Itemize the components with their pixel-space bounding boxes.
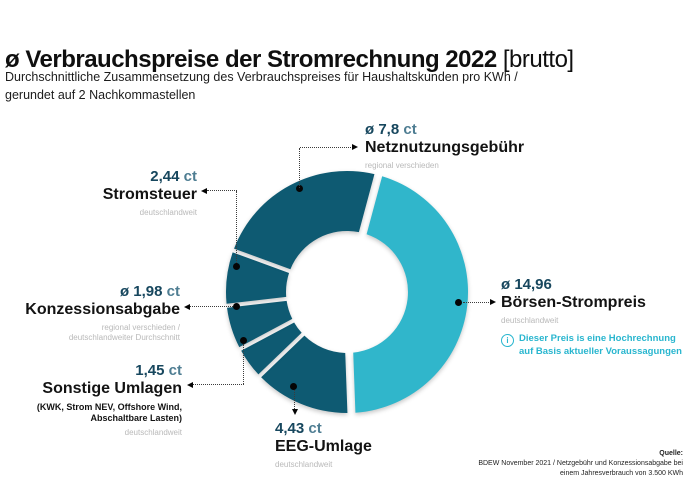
callout-netznutzungsgebuehr: ø 7,8 ct Netznutzungsgebühr regional ver… — [365, 121, 524, 171]
page-subtitle-line2: gerundet auf 2 Nachkommastellen — [5, 88, 196, 103]
page-subtitle-line1: Durchschnittliche Zusammensetzung des Ve… — [5, 70, 518, 84]
page-title: ø Verbrauchspreise der Stromrechnung 202… — [5, 46, 574, 74]
netznutzungsgebuehr-arrow-icon — [352, 144, 358, 150]
sonstige-umlagen-connector-v — [243, 344, 244, 384]
sonstige-umlagen-label: Sonstige Umlagen — [42, 380, 182, 398]
boersen-strompreis-note-text: Dieser Preis is eine Hochrechnung auf Ba… — [519, 333, 682, 357]
callout-eeg-umlage: 4,43 ct EEG-Umlage deutschlandweit — [275, 420, 372, 470]
donut-chart — [225, 170, 469, 414]
netznutzungsgebuehr-connector-v — [299, 148, 300, 188]
konzessionsabgabe-value: ø 1,98 ct — [119, 283, 180, 300]
source-line2: einem Jahresverbrauch von 3.500 KWh — [560, 470, 683, 478]
stromsteuer-arrow-icon — [201, 187, 207, 194]
callout-stromsteuer: 2,44 ct Stromsteuer deutschlandweit — [103, 168, 197, 218]
boersen-strompreis-note: i Dieser Preis is eine Hochrechnung auf … — [501, 333, 682, 358]
konzessionsabgabe-arrow-icon — [184, 303, 190, 310]
sonstige-umlagen-value: 1,45 ct — [135, 362, 182, 379]
sonstige-umlagen-connector-h — [193, 384, 244, 385]
page-title-suffix: [brutto] — [502, 46, 574, 74]
stromsteuer-connector-v — [236, 191, 237, 263]
stromsteuer-scope: deutschlandweit — [139, 207, 197, 217]
eeg-umlage-scope: deutschlandweit — [275, 459, 333, 469]
netznutzungsgebuehr-connector-h — [300, 147, 351, 148]
donut-segment-eeg-umlage — [261, 335, 348, 414]
donut-segment-konzessionsabgabe — [227, 300, 293, 348]
netznutzungsgebuehr-anchor-dot — [296, 185, 303, 192]
callout-konzessionsabgabe: ø 1,98 ct Konzessionsabgabe regional ver… — [25, 283, 180, 344]
callout-sonstige-umlagen: 1,45 ct Sonstige Umlagen (KWK, Strom NEV… — [37, 362, 182, 439]
eeg-umlage-value: 4,43 ct — [275, 420, 322, 437]
source-line1: BDEW November 2021 / Netzgebühr und Konz… — [478, 460, 683, 468]
eeg-umlage-anchor-dot — [290, 383, 297, 390]
stromsteuer-anchor-dot — [233, 263, 240, 270]
stromsteuer-label: Stromsteuer — [102, 186, 197, 204]
netznutzungsgebuehr-value: ø 7,8 ct — [365, 121, 417, 138]
source-note: Quelle: BDEW November 2021 / Netzgebühr … — [478, 449, 683, 479]
sonstige-umlagen-scope: deutschlandweit — [124, 428, 182, 438]
konzessionsabgabe-label: Konzessionsabgabe — [25, 301, 180, 319]
boersen-strompreis-connector-h — [463, 302, 489, 303]
boersen-strompreis-scope: deutschlandweit — [501, 315, 559, 325]
boersen-strompreis-arrow-icon — [490, 299, 496, 305]
donut-segment-stromsteuer — [225, 252, 290, 304]
boersen-strompreis-label: Börsen-Strompreis — [501, 294, 646, 312]
eeg-umlage-arrow-icon — [291, 409, 298, 415]
donut-segment-netznutzungsgebuehr — [234, 170, 375, 270]
stromsteuer-connector-h — [207, 190, 237, 191]
donut-segment-boersen-strompreis — [353, 176, 469, 413]
eeg-umlage-label: EEG-Umlage — [275, 438, 372, 456]
boersen-strompreis-anchor-dot — [455, 299, 462, 306]
callout-boersen-strompreis: ø 14,96 Börsen-Strompreis deutschlandwei… — [501, 276, 682, 358]
page-subtitle: Durchschnittliche Zusammensetzung des Ve… — [5, 68, 518, 104]
sonstige-umlagen-detail: (KWK, Strom NEV, Offshore Wind, Abschalt… — [36, 401, 182, 424]
eeg-umlage-connector-v — [294, 390, 295, 409]
donut-segment-sonstige-umlagen — [241, 322, 302, 375]
sonstige-umlagen-arrow-icon — [187, 381, 193, 388]
stromsteuer-value: 2,44 ct — [150, 168, 197, 185]
konzessionsabgabe-connector-h — [190, 306, 237, 307]
info-icon: i — [501, 334, 514, 348]
konzessionsabgabe-scope: regional verschieden / deutschlandweiter… — [68, 322, 180, 343]
boersen-strompreis-value: ø 14,96 — [501, 276, 552, 293]
source-heading: Quelle: — [659, 450, 683, 457]
netznutzungsgebuehr-label: Netznutzungsgebühr — [365, 139, 525, 157]
page-title-main: ø Verbrauchspreise der Stromrechnung 202… — [5, 46, 497, 74]
konzessionsabgabe-anchor-dot — [233, 303, 240, 310]
sonstige-umlagen-anchor-dot — [240, 337, 247, 344]
netznutzungsgebuehr-scope: regional verschieden — [365, 160, 439, 170]
